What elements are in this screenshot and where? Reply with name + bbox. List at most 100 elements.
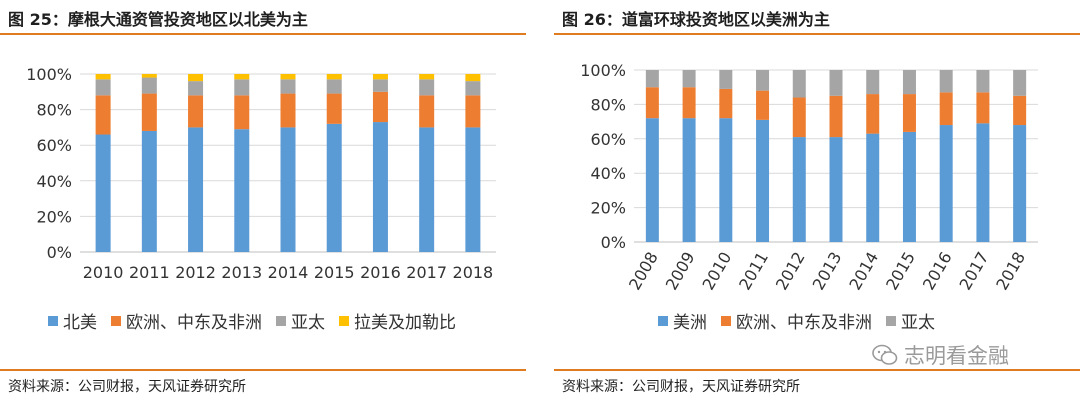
bar-segment-2 [829,95,843,138]
right-chart-legend: 美洲 欧洲、中东及非洲 亚太 [658,308,949,333]
y-tick-label: 80% [36,101,72,120]
left-title-rule [0,33,526,35]
x-tick-label: 2009 [662,249,699,294]
bar-segment-1 [419,127,435,252]
y-tick-label: 60% [36,136,72,155]
bar-segment-3 [1013,70,1027,96]
x-tick-label: 2018 [453,263,494,282]
left-chart-legend: 北美 欧洲、中东及非洲 亚太 拉美及加勒比 [48,308,470,333]
bar-segment-2 [372,91,388,123]
y-tick-label: 60% [590,130,626,149]
legend-item: 美洲 [658,308,707,333]
bar-segment-1 [866,133,880,242]
bar-segment-3 [682,70,696,88]
bar-segment-3 [719,70,733,89]
x-tick-label: 2017 [406,263,447,282]
legend-label: 欧洲、中东及非洲 [126,313,262,333]
bar-segment-1 [326,123,342,252]
legend-label: 美洲 [673,313,707,333]
bar-segment-3 [792,70,806,98]
bar-segment-3 [326,79,342,94]
legend-item: 欧洲、中东及非洲 [721,308,872,333]
bar-segment-2 [682,87,696,119]
legend-swatch [111,315,121,326]
right-figure-title: 图 26：道富环球投资地区以美洲为主 [562,10,830,29]
bar-segment-2 [866,94,880,134]
watermark-text: 志明看金融 [904,344,1009,368]
bar-segment-3 [234,79,250,96]
bar-segment-1 [939,125,953,242]
bar-segment-4 [234,74,250,80]
y-tick-label: 20% [36,207,72,226]
bar-segment-1 [372,122,388,252]
x-tick-label: 2010 [698,249,735,294]
legend-item: 北美 [48,308,97,333]
legend-label: 北美 [63,313,97,333]
bar-segment-1 [141,130,157,252]
bar-segment-3 [939,70,953,93]
bar-segment-1 [1013,125,1027,242]
x-tick-label: 2018 [992,249,1029,294]
right-stacked-bar-chart: 0%20%40%60%80%100%2008 2009 2010 2011 2012 20… [580,61,1038,294]
legend-label: 欧洲、中东及非洲 [736,313,872,333]
left-figure-title: 图 25：摩根大通资管投资地区以北美为主 [8,10,308,29]
y-tick-label: 100% [26,65,72,84]
bar-segment-2 [465,95,481,128]
bar-segment-4 [141,74,157,78]
bar-segment-3 [465,81,481,96]
y-tick-label: 100% [580,61,626,80]
left-source-note: 资料来源：公司财报，天风证券研究所 [8,379,246,395]
bar-segment-2 [719,88,733,119]
bar-segment-1 [829,137,843,242]
bar-segment-1 [902,131,916,242]
bar-segment-3 [188,81,204,96]
bar-segment-2 [939,92,953,126]
x-tick-label: 2012 [772,248,809,293]
x-tick-label: 2012 [175,263,216,282]
bar-segment-3 [976,70,990,93]
legend-item: 亚太 [886,308,935,333]
x-tick-label: 2011 [735,249,772,294]
bar-segment-2 [902,94,916,132]
legend-swatch [886,315,896,326]
bar-segment-1 [976,123,990,242]
bar-segment-3 [372,79,388,92]
x-tick-label: 2013 [809,249,846,294]
legend-item: 欧洲、中东及非洲 [111,308,262,333]
left-figure-panel: 图 25：摩根大通资管投资地区以北美为主 0% 20% 40% 60% 80% 100% 2… [0,0,526,402]
bar-segment-1 [465,127,481,252]
bar-segment-1 [95,134,111,252]
bar-segment-2 [976,92,990,124]
bar-segment-4 [372,74,388,80]
bar-segment-1 [756,119,770,242]
legend-item: 拉美及加勒比 [339,308,456,333]
bar-segment-4 [95,74,111,80]
y-tick-label: 20% [590,199,626,218]
right-figure-panel: 图 26：道富环球投资地区以美洲为主 0% 20% 40% 60% 80% 100% 200… [554,0,1080,402]
y-tick-label: 80% [590,95,626,114]
left-stacked-bar-chart: 0% 20% 40% 60% 80% 100% 2010 2011 2012 2013 2014 20… [26,65,496,282]
legend-label: 亚太 [901,313,935,333]
x-tick-label: 2016 [919,249,956,294]
x-tick-label: 2011 [129,263,170,282]
bar-segment-3 [95,79,111,96]
bar-segment-2 [756,90,770,120]
bar-segment-2 [645,87,659,119]
bar-segment-1 [234,129,250,252]
bar-segment-3 [280,79,296,94]
x-tick-label: 2016 [360,263,401,282]
x-tick-label: 2013 [221,263,262,282]
left-source-rule [0,369,526,371]
bar-segment-2 [1013,95,1027,126]
bar-segment-4 [465,74,481,82]
right-source-rule [554,369,1080,371]
bar-segment-4 [419,74,435,80]
bar-segment-2 [792,97,806,138]
bar-segment-1 [719,118,733,242]
x-tick-label: 2014 [268,263,309,282]
right-title-rule [554,33,1080,35]
x-tick-label: 2008 [625,249,662,294]
legend-item: 亚太 [276,308,325,333]
bar-segment-2 [234,95,250,130]
bar-segment-3 [645,70,659,88]
